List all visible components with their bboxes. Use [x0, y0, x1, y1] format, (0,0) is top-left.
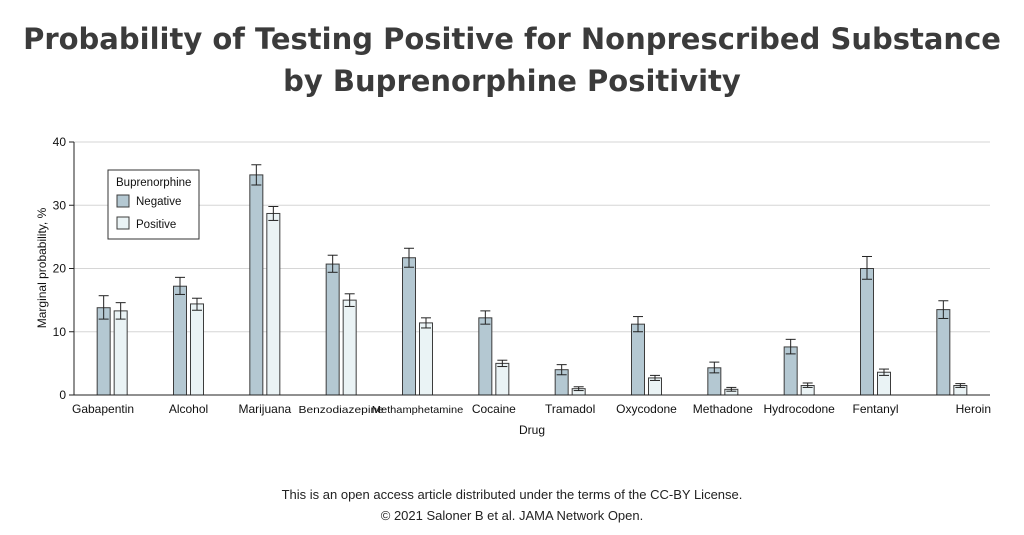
bar-positive-alcohol: [190, 303, 204, 396]
bar-negative-fentanyl: [860, 268, 874, 396]
bar-negative-heroin: [936, 309, 951, 396]
bar-group-methadone: [707, 361, 739, 396]
bar-positive-methamphetamine: [419, 322, 433, 396]
x-tick-label-hydrocodone: Hydrocodone: [763, 402, 835, 416]
y-tick-label: 40: [53, 135, 67, 149]
chart-title-line2: by Buprenorphine Positivity: [283, 64, 741, 98]
chart-title-line1: Probability of Testing Positive for Nonp…: [23, 22, 1001, 56]
y-tick-label: 30: [53, 198, 67, 212]
error-bar-negative-fentanyl: [862, 255, 872, 280]
bar-negative-cocaine: [478, 317, 493, 396]
error-bar-positive-fentanyl: [879, 368, 889, 376]
footer: This is an open access article distribut…: [0, 484, 1024, 526]
bar-negative-gabapentin: [96, 307, 111, 396]
bar-positive-marijuana: [266, 212, 281, 396]
x-tick-label-oxycodone: Oxycodone: [616, 402, 677, 416]
bar-group-marijuana: [249, 164, 281, 396]
error-bar-negative-alcohol: [175, 276, 185, 295]
error-bar-positive-methadone: [726, 386, 737, 392]
x-tick-label-cocaine: Cocaine: [472, 402, 516, 416]
x-tick-label-marijuana: Marijuana: [238, 402, 291, 416]
bar-group-fentanyl: [860, 255, 891, 396]
bar-group-methamphetamine: [402, 247, 433, 396]
license-text: This is an open access article distribut…: [281, 487, 743, 502]
bar-positive-benzodiazepine: [342, 299, 357, 396]
error-bar-positive-oxycodone: [650, 374, 660, 381]
x-tick-label-methadone: Methadone: [693, 402, 753, 416]
bar-positive-cocaine: [495, 362, 510, 396]
legend-swatch-negative: [116, 194, 130, 208]
error-bar-positive-methamphetamine: [421, 317, 431, 329]
chart-title: Probability of Testing Positive for Nonp…: [0, 18, 1024, 102]
error-bar-positive-heroin: [955, 383, 966, 388]
error-bar-negative-benzodiazepine: [327, 254, 338, 273]
bar-chart: 0 10 20 30 40 Gabapentin Alcohol Marijuana Benz…: [35, 135, 991, 437]
bar-negative-alcohol: [173, 285, 187, 396]
error-bar-negative-hydrocodone: [785, 338, 796, 355]
gridlines: [74, 141, 990, 333]
y-tick-label: 20: [53, 262, 67, 276]
bar-group-benzodiazepine: [325, 254, 357, 396]
bar-group-alcohol: [173, 276, 204, 396]
bars: [96, 164, 968, 396]
legend-swatch-positive: [116, 216, 130, 230]
y-axis-label: Marginal probability, %: [35, 207, 49, 328]
x-tick-label-heroin: Heroin: [956, 402, 991, 416]
error-bar-positive-hydrocodone: [802, 382, 813, 388]
y-tick-label: 10: [53, 325, 67, 339]
error-bar-negative-methadone: [709, 361, 720, 374]
error-bar-positive-marijuana: [268, 206, 279, 221]
error-bar-negative-heroin: [938, 300, 949, 319]
error-bar-negative-methamphetamine: [404, 247, 414, 268]
x-axis-label: Drug: [519, 423, 545, 437]
error-bar-negative-cocaine: [480, 310, 491, 325]
x-tick-label-gabapentin: Gabapentin: [72, 402, 134, 416]
error-bar-positive-alcohol: [192, 297, 202, 311]
legend: Buprenorphine Negative Positive: [107, 169, 200, 240]
error-bar-positive-tramadol: [573, 386, 584, 392]
bar-negative-benzodiazepine: [325, 263, 340, 396]
copyright-text: © 2021 Saloner B et al. JAMA Network Ope…: [380, 508, 644, 523]
bar-group-hydrocodone: [783, 338, 815, 396]
bar-group-heroin: [936, 300, 968, 396]
error-bar-negative-marijuana: [251, 164, 262, 186]
bar-negative-methamphetamine: [402, 257, 416, 396]
legend-title: Buprenorphine: [116, 177, 191, 189]
error-bar-positive-benzodiazepine: [344, 293, 355, 307]
legend-label-negative: Negative: [136, 196, 181, 208]
bar-group-gabapentin: [96, 295, 128, 396]
error-bar-positive-gabapentin: [115, 302, 126, 320]
x-tick-label-methamphetamine: Methamphetamine: [372, 404, 464, 416]
bar-negative-marijuana: [249, 174, 264, 396]
error-bar-negative-oxycodone: [633, 316, 643, 333]
y-ticks: 0 10 20 30 40: [53, 135, 74, 402]
bar-negative-oxycodone: [631, 323, 645, 396]
legend-label-positive: Positive: [136, 219, 176, 231]
error-bar-negative-tramadol: [556, 364, 567, 376]
y-tick-label: 0: [59, 388, 66, 402]
error-bar-positive-cocaine: [497, 359, 508, 368]
x-tick-labels: Gabapentin Alcohol Marijuana Benzodiazepine…: [72, 402, 991, 416]
x-tick-label-alcohol: Alcohol: [169, 402, 208, 416]
x-tick-label-fentanyl: Fentanyl: [852, 402, 898, 416]
bar-group-tramadol: [554, 364, 586, 396]
x-tick-label-tramadol: Tramadol: [545, 402, 595, 416]
bar-positive-gabapentin: [113, 310, 128, 396]
x-tick-label-benzodiazepine: Benzodiazepine: [298, 404, 384, 416]
bar-group-cocaine: [478, 310, 510, 396]
error-bar-negative-gabapentin: [98, 295, 109, 320]
bar-group-oxycodone: [631, 316, 662, 396]
